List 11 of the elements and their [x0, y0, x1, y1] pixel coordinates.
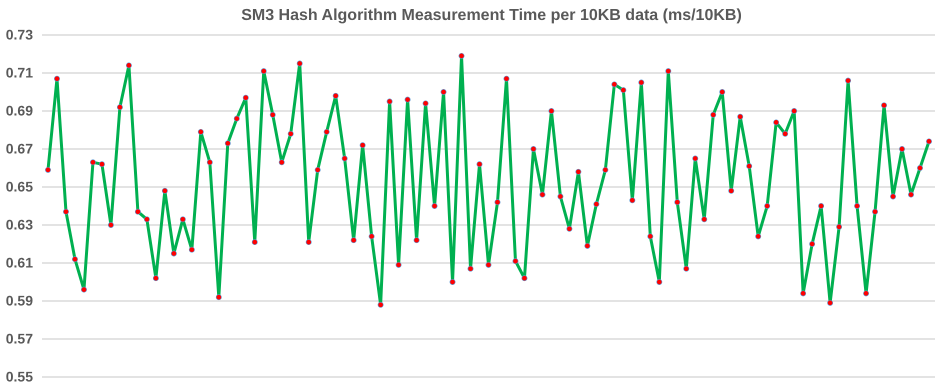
y-tick-label: 0.65	[6, 178, 34, 194]
y-tick-label: 0.67	[6, 140, 34, 156]
y-tick-label: 0.55	[6, 368, 34, 384]
y-tick-label: 0.69	[6, 102, 34, 118]
y-tick-label: 0.57	[6, 330, 34, 346]
chart-title: SM3 Hash Algorithm Measurement Time per 10KB data (ms/10KB)	[241, 7, 742, 24]
y-tick-label: 0.61	[6, 254, 34, 270]
y-tick-label: 0.63	[6, 216, 34, 232]
y-tick-label: 0.71	[6, 64, 34, 80]
y-tick-label: 0.73	[6, 26, 34, 42]
y-tick-label: 0.59	[6, 292, 34, 308]
